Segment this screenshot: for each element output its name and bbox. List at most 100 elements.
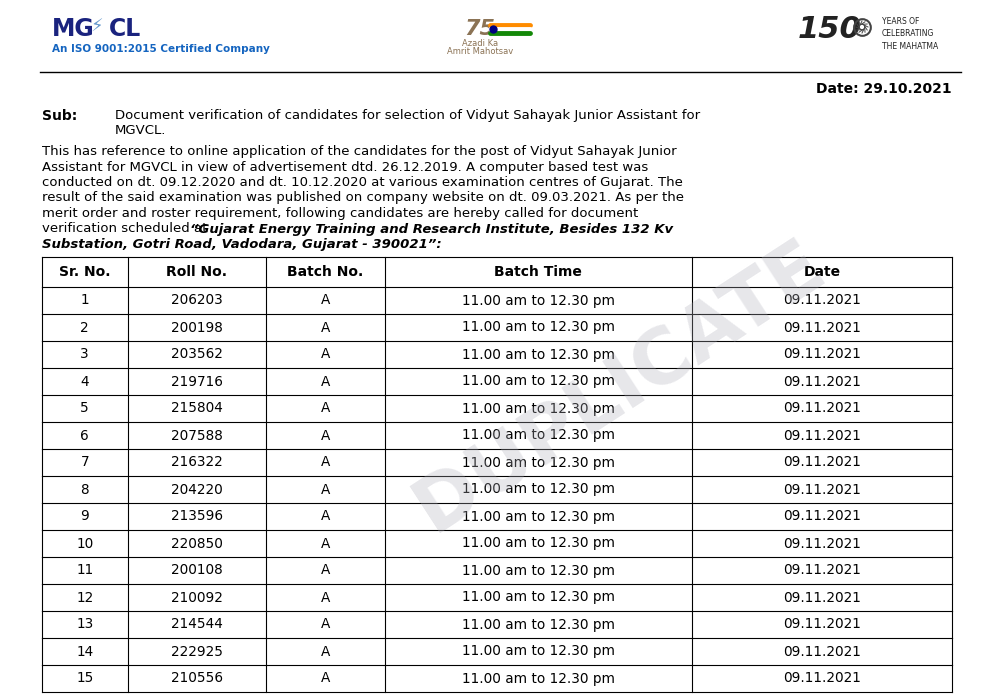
Text: 11.00 am to 12.30 pm: 11.00 am to 12.30 pm [462,293,614,307]
Text: 09.11.2021: 09.11.2021 [783,563,861,578]
Text: 9: 9 [80,510,89,523]
Text: 09.11.2021: 09.11.2021 [783,293,861,307]
Text: 11.00 am to 12.30 pm: 11.00 am to 12.30 pm [462,563,614,578]
Text: 11.00 am to 12.30 pm: 11.00 am to 12.30 pm [462,645,614,659]
Text: 11.00 am to 12.30 pm: 11.00 am to 12.30 pm [462,537,614,551]
Text: 09.11.2021: 09.11.2021 [783,401,861,415]
Text: A: A [321,482,330,496]
Text: 09.11.2021: 09.11.2021 [783,671,861,686]
Text: A: A [321,563,330,578]
Text: A: A [321,590,330,604]
Text: conducted on dt. 09.12.2020 and dt. 10.12.2020 at various examination centres of: conducted on dt. 09.12.2020 and dt. 10.1… [42,176,683,189]
Text: Amrit Mahotsav: Amrit Mahotsav [447,47,513,56]
Text: 09.11.2021: 09.11.2021 [783,590,861,604]
Text: “Gujarat Energy Training and Research Institute, Besides 132 Kv: “Gujarat Energy Training and Research In… [190,222,673,236]
Text: 216322: 216322 [170,456,223,470]
Text: verification scheduled at: verification scheduled at [42,222,216,236]
Text: CL: CL [109,17,142,41]
Text: Sr. No.: Sr. No. [59,265,111,279]
Text: 214544: 214544 [170,618,223,631]
Text: This has reference to online application of the candidates for the post of Vidyu: This has reference to online application… [42,145,677,158]
Text: Batch No.: Batch No. [287,265,364,279]
Text: 213596: 213596 [170,510,223,523]
Text: 11.00 am to 12.30 pm: 11.00 am to 12.30 pm [462,482,614,496]
Text: 11.00 am to 12.30 pm: 11.00 am to 12.30 pm [462,321,614,335]
Text: Substation, Gotri Road, Vadodara, Gujarat - 390021”:: Substation, Gotri Road, Vadodara, Gujara… [42,238,442,251]
Text: 75: 75 [465,19,496,39]
Text: 11.00 am to 12.30 pm: 11.00 am to 12.30 pm [462,401,614,415]
Text: An ISO 9001:2015 Certified Company: An ISO 9001:2015 Certified Company [52,44,270,54]
Text: 09.11.2021: 09.11.2021 [783,645,861,659]
Text: Assistant for MGVCL in view of advertisement dtd. 26.12.2019. A computer based t: Assistant for MGVCL in view of advertise… [42,160,648,174]
Text: 15: 15 [76,671,93,686]
Text: 2: 2 [80,321,89,335]
Text: 11.00 am to 12.30 pm: 11.00 am to 12.30 pm [462,429,614,443]
Text: A: A [321,645,330,659]
Text: 203562: 203562 [170,348,223,362]
Text: 7: 7 [80,456,89,470]
Text: Roll No.: Roll No. [166,265,227,279]
Text: 09.11.2021: 09.11.2021 [783,429,861,443]
Text: 09.11.2021: 09.11.2021 [783,482,861,496]
Text: 09.11.2021: 09.11.2021 [783,618,861,631]
Text: A: A [321,618,330,631]
Text: 11.00 am to 12.30 pm: 11.00 am to 12.30 pm [462,510,614,523]
Text: 4: 4 [80,374,89,388]
Text: A: A [321,537,330,551]
Text: A: A [321,456,330,470]
Text: 09.11.2021: 09.11.2021 [783,321,861,335]
Text: 219716: 219716 [170,374,223,388]
Text: 150: 150 [798,15,862,43]
Text: 11.00 am to 12.30 pm: 11.00 am to 12.30 pm [462,348,614,362]
Text: Date: Date [804,265,840,279]
Text: 13: 13 [76,618,93,631]
Text: A: A [321,401,330,415]
Text: 09.11.2021: 09.11.2021 [783,456,861,470]
Text: 6: 6 [80,429,89,443]
Text: 3: 3 [80,348,89,362]
Text: 1: 1 [80,293,89,307]
Text: 09.11.2021: 09.11.2021 [783,374,861,388]
Text: 220850: 220850 [170,537,223,551]
Text: 215804: 215804 [170,401,223,415]
Text: 11.00 am to 12.30 pm: 11.00 am to 12.30 pm [462,590,614,604]
Text: 11.00 am to 12.30 pm: 11.00 am to 12.30 pm [462,456,614,470]
Text: 11: 11 [76,563,93,578]
Text: 5: 5 [80,401,89,415]
Text: 11.00 am to 12.30 pm: 11.00 am to 12.30 pm [462,618,614,631]
Text: 210556: 210556 [170,671,223,686]
Text: 09.11.2021: 09.11.2021 [783,537,861,551]
Text: 12: 12 [76,590,93,604]
Text: Document verification of candidates for selection of Vidyut Sahayak Junior Assis: Document verification of candidates for … [115,109,700,122]
Text: YEARS OF
CELEBRATING
THE MAHATMA: YEARS OF CELEBRATING THE MAHATMA [882,17,938,51]
Text: A: A [321,321,330,335]
Text: A: A [321,348,330,362]
Text: 222925: 222925 [170,645,223,659]
Text: 204220: 204220 [170,482,223,496]
Text: DUPLICATE: DUPLICATE [402,227,838,546]
Text: A: A [321,671,330,686]
Text: 14: 14 [76,645,93,659]
Text: 11.00 am to 12.30 pm: 11.00 am to 12.30 pm [462,374,614,388]
Text: A: A [321,510,330,523]
Text: 200198: 200198 [170,321,223,335]
Text: 09.11.2021: 09.11.2021 [783,348,861,362]
Text: Batch Time: Batch Time [495,265,583,279]
Text: 206203: 206203 [170,293,223,307]
Text: 210092: 210092 [170,590,223,604]
Text: ⚡: ⚡ [91,18,103,36]
Text: MGVCL.: MGVCL. [115,124,166,137]
Text: 09.11.2021: 09.11.2021 [783,510,861,523]
Text: A: A [321,374,330,388]
Text: MG: MG [52,17,95,41]
Text: 8: 8 [80,482,89,496]
Text: A: A [321,293,330,307]
Text: 10: 10 [76,537,93,551]
Text: 200108: 200108 [170,563,223,578]
Text: Date: 29.10.2021: Date: 29.10.2021 [817,82,952,96]
Text: A: A [321,429,330,443]
Text: merit order and roster requirement, following candidates are hereby called for d: merit order and roster requirement, foll… [42,207,638,220]
Text: 11.00 am to 12.30 pm: 11.00 am to 12.30 pm [462,671,614,686]
Text: Sub:: Sub: [42,109,77,123]
Text: Azadi Ka: Azadi Ka [462,38,498,47]
